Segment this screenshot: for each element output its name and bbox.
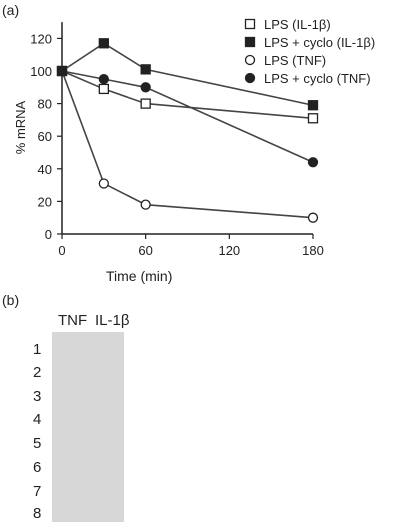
legend-label: LPS (IL-1β)	[264, 17, 331, 32]
legend-label: LPS + cyclo (IL-1β)	[264, 35, 375, 50]
series-line	[61, 70, 314, 164]
legend-marker	[244, 72, 256, 84]
legend-marker	[244, 54, 256, 66]
data-point	[140, 98, 151, 109]
x-tick-label: 0	[58, 243, 65, 258]
lane-number: 6	[33, 459, 42, 476]
gel-image	[52, 332, 124, 522]
legend-marker	[244, 36, 256, 48]
x-tick-label: 120	[218, 243, 240, 258]
lane-number: 5	[33, 435, 42, 452]
data-point	[98, 178, 109, 189]
panel-b-label: (b)	[2, 292, 20, 308]
lane-number: 3	[33, 388, 42, 405]
gel-column-label-il1b: IL-1β	[95, 312, 130, 329]
lane-number: 4	[33, 411, 42, 428]
series-line	[61, 42, 314, 107]
y-tick-label: 0	[45, 227, 52, 242]
data-point	[307, 100, 319, 111]
data-point	[307, 212, 319, 223]
lane-number: 2	[33, 364, 42, 381]
lane-number: 8	[33, 505, 42, 522]
y-tick-label: 80	[38, 97, 52, 112]
legend-marker	[244, 18, 256, 30]
data-point	[140, 82, 151, 93]
lane-number: 1	[33, 341, 42, 358]
y-tick-label: 100	[30, 64, 52, 79]
y-tick-label: 60	[38, 129, 52, 144]
lane-number: 7	[33, 483, 42, 500]
y-tick-label: 120	[30, 31, 52, 46]
data-point	[140, 199, 151, 210]
series-line	[61, 70, 314, 219]
y-tick-label: 20	[38, 194, 52, 209]
data-point	[307, 113, 319, 124]
data-point	[98, 83, 109, 95]
x-tick-label: 60	[138, 243, 152, 258]
y-tick-label: 40	[38, 162, 52, 177]
x-tick-label: 180	[302, 243, 324, 258]
series-line	[61, 70, 314, 120]
data-point	[98, 74, 109, 85]
data-point	[56, 65, 68, 77]
panel-a-label: (a)	[2, 2, 20, 18]
legend-label: LPS (TNF)	[264, 53, 326, 68]
legend-label: LPS + cyclo (TNF)	[264, 71, 371, 86]
data-point	[140, 64, 151, 75]
x-axis-label: Time (min)	[106, 268, 173, 284]
gel-column-label-tnf: TNF	[58, 312, 88, 329]
data-point	[307, 157, 319, 168]
data-point	[98, 38, 109, 49]
